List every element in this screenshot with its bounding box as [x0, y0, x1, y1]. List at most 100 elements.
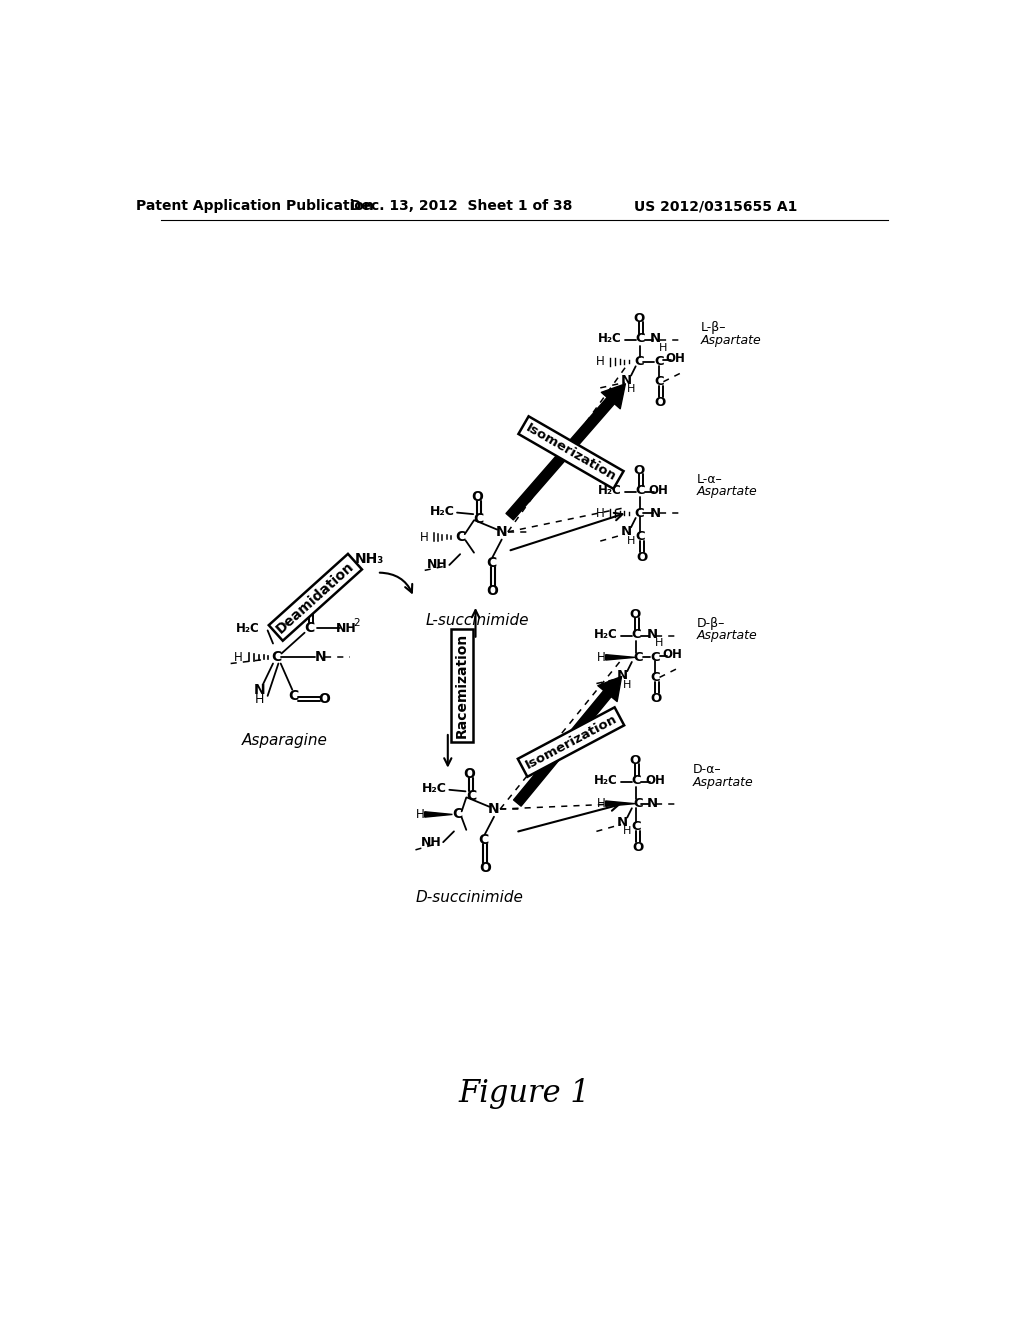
Text: NH: NH — [427, 558, 447, 572]
Text: H₂C: H₂C — [594, 774, 617, 787]
Polygon shape — [605, 801, 635, 807]
Text: Racemization: Racemization — [455, 634, 469, 738]
Text: N: N — [617, 816, 628, 829]
Text: O: O — [471, 490, 483, 504]
Text: O: O — [633, 463, 644, 477]
Text: C: C — [650, 671, 659, 684]
Text: Aspartate: Aspartate — [700, 334, 761, 347]
Text: H₂C: H₂C — [430, 504, 455, 517]
Text: L-succinimide: L-succinimide — [425, 612, 528, 628]
Text: C: C — [636, 529, 645, 543]
Text: C: C — [455, 531, 465, 544]
Text: O: O — [305, 591, 316, 605]
Text: O: O — [630, 754, 641, 767]
Text: C: C — [304, 622, 314, 635]
Text: H₂C: H₂C — [594, 628, 617, 640]
Text: Aspartate: Aspartate — [696, 486, 758, 499]
Text: OH: OH — [666, 352, 686, 366]
FancyArrowPatch shape — [518, 803, 618, 832]
Text: N: N — [646, 797, 657, 810]
Text: H: H — [627, 384, 635, 395]
Text: C: C — [633, 797, 643, 810]
Text: H: H — [654, 639, 663, 648]
Text: H: H — [623, 680, 632, 690]
Text: O: O — [636, 550, 647, 564]
Text: Isomerization: Isomerization — [523, 421, 618, 483]
Text: H: H — [597, 651, 605, 664]
FancyArrowPatch shape — [444, 735, 452, 766]
Text: C: C — [654, 355, 664, 368]
Polygon shape — [605, 655, 635, 660]
Text: C: C — [271, 651, 282, 664]
Text: OH: OH — [649, 483, 669, 496]
FancyArrowPatch shape — [472, 610, 479, 636]
FancyArrowPatch shape — [511, 513, 623, 550]
Text: L-α–: L-α– — [696, 473, 722, 486]
Text: C: C — [634, 507, 643, 520]
Text: C: C — [466, 789, 476, 803]
Text: US 2012/0315655 A1: US 2012/0315655 A1 — [634, 199, 798, 213]
Text: Dec. 13, 2012  Sheet 1 of 38: Dec. 13, 2012 Sheet 1 of 38 — [350, 199, 572, 213]
Text: C: C — [650, 651, 659, 664]
Text: N: N — [617, 669, 628, 682]
Text: D-β–: D-β– — [696, 616, 725, 630]
Text: H: H — [234, 651, 243, 664]
Text: O: O — [630, 607, 641, 620]
Text: H: H — [420, 531, 429, 544]
FancyArrowPatch shape — [514, 676, 622, 807]
Text: Figure 1: Figure 1 — [459, 1078, 591, 1109]
Text: H₂C: H₂C — [237, 622, 260, 635]
Text: N: N — [315, 651, 327, 664]
Text: H: H — [596, 507, 604, 520]
Polygon shape — [425, 812, 453, 817]
Text: C: C — [636, 333, 645, 345]
Text: L-β–: L-β– — [700, 321, 726, 334]
Text: N: N — [621, 374, 632, 387]
Text: N: N — [254, 682, 266, 697]
Text: C: C — [632, 774, 641, 787]
Text: C: C — [632, 628, 641, 640]
Text: N: N — [488, 803, 500, 816]
Text: C: C — [632, 820, 641, 833]
Text: N: N — [646, 628, 657, 640]
Text: N: N — [650, 333, 662, 345]
Text: O: O — [633, 841, 644, 854]
Text: O: O — [318, 692, 331, 706]
Text: N: N — [496, 525, 508, 539]
Text: H: H — [623, 826, 632, 837]
Text: NH₃: NH₃ — [354, 552, 384, 566]
Text: H: H — [597, 797, 605, 810]
Text: H₂C: H₂C — [598, 333, 622, 345]
Text: C: C — [634, 355, 643, 368]
Text: C: C — [636, 483, 645, 496]
Text: H: H — [627, 536, 635, 546]
Text: C: C — [289, 689, 299, 702]
Text: O: O — [633, 312, 644, 325]
Text: C: C — [485, 556, 496, 570]
Text: Aspartate: Aspartate — [696, 630, 758, 643]
Text: O: O — [479, 862, 490, 875]
Text: NH: NH — [421, 836, 441, 849]
Text: Patent Application Publication: Patent Application Publication — [136, 199, 374, 213]
Text: Asparagine: Asparagine — [242, 733, 328, 748]
Text: D-succinimide: D-succinimide — [416, 890, 523, 906]
Text: H₂C: H₂C — [422, 781, 447, 795]
Text: C: C — [633, 651, 643, 664]
Text: O: O — [654, 396, 666, 409]
Text: Isomerization: Isomerization — [523, 713, 620, 772]
Text: C: C — [478, 833, 488, 847]
Text: H₂C: H₂C — [598, 483, 622, 496]
Text: D-α–: D-α– — [692, 763, 721, 776]
Text: O: O — [651, 692, 663, 705]
Text: C: C — [654, 375, 664, 388]
FancyArrowPatch shape — [380, 573, 413, 593]
Text: 2: 2 — [353, 619, 360, 628]
Text: OH: OH — [645, 774, 665, 787]
Text: H: H — [255, 693, 264, 706]
Text: O: O — [464, 767, 475, 781]
Text: Deamidation: Deamidation — [273, 558, 357, 636]
Text: N: N — [650, 507, 662, 520]
Text: C: C — [473, 512, 483, 525]
Text: H: H — [658, 343, 667, 352]
Text: OH: OH — [662, 648, 682, 661]
